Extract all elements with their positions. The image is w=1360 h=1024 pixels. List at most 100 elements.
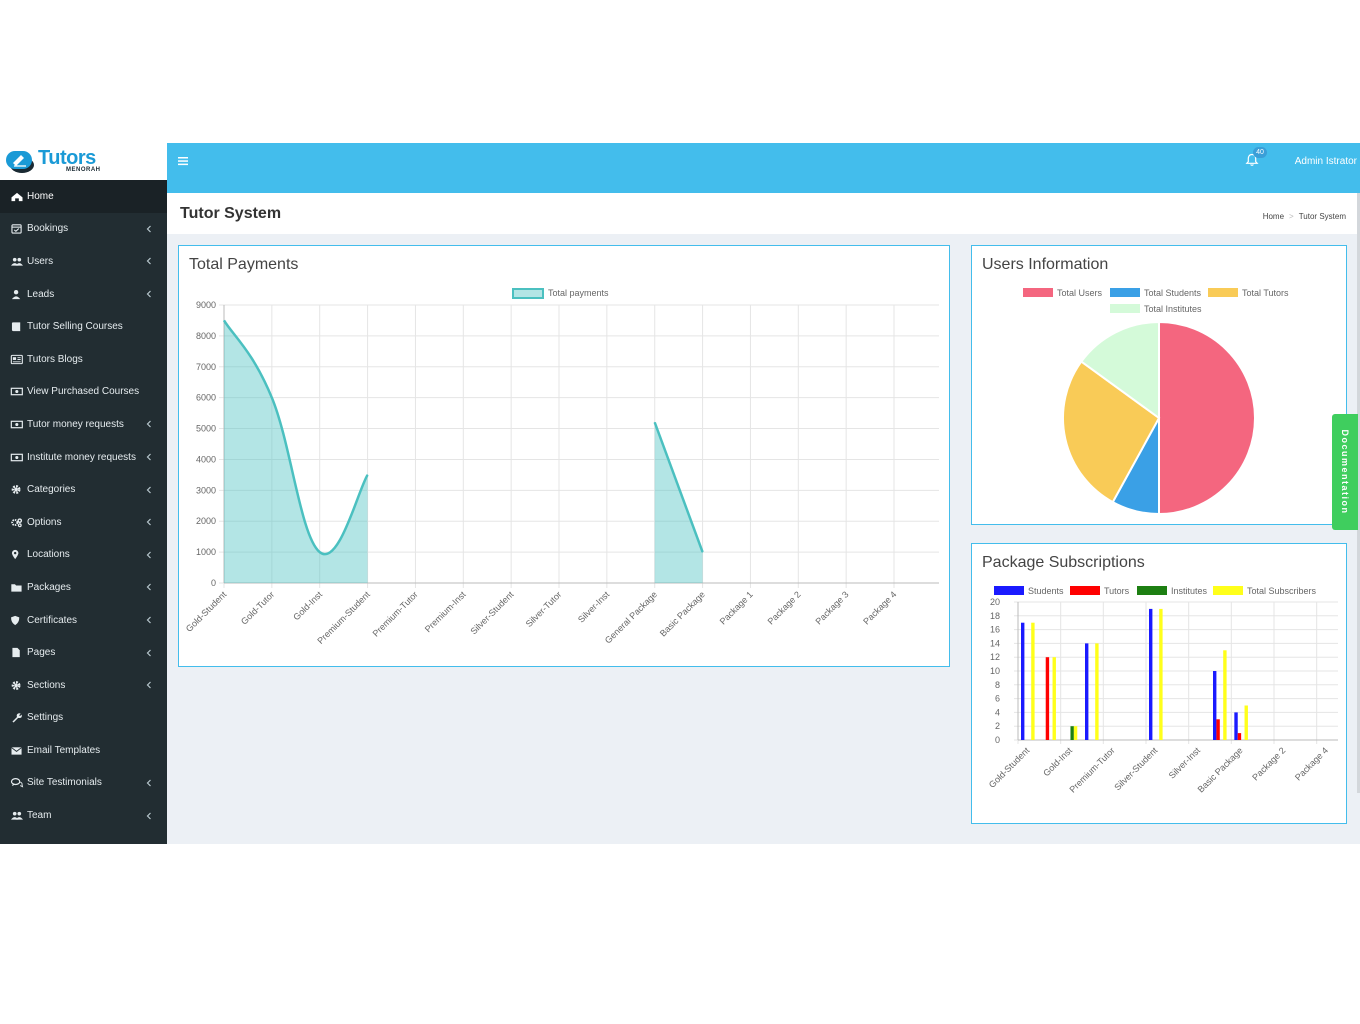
sidebar-item-certificates[interactable]: Certificates (0, 604, 167, 637)
page-scrollbar[interactable] (1357, 193, 1360, 793)
bar-total-subscribers[interactable] (1052, 657, 1056, 740)
payments-data-point[interactable] (223, 319, 225, 321)
legend-swatch[interactable] (1070, 586, 1100, 595)
bar-students[interactable] (1085, 643, 1089, 740)
pie-slice-total-users[interactable] (1158, 320, 1256, 516)
legend-label[interactable]: Total payments (548, 288, 609, 298)
sidebar-item-label: Packages (27, 581, 71, 593)
sidebar-item-team[interactable]: Team (0, 799, 167, 832)
users-icon (11, 811, 23, 820)
bar-total-subscribers[interactable] (1031, 622, 1035, 740)
x-tick-label: General Package (603, 589, 659, 645)
gear-icon (11, 680, 21, 690)
x-tick-label: Premium-Tutor (371, 589, 420, 638)
legend-label[interactable]: Total Tutors (1242, 288, 1289, 298)
bar-total-subscribers[interactable] (1159, 608, 1163, 740)
sidebar-item-categories[interactable]: Categories (0, 473, 167, 506)
bar-total-subscribers[interactable] (1244, 705, 1248, 741)
payments-area-fill (224, 320, 368, 583)
payments-data-point[interactable] (319, 551, 321, 553)
chevron-left-icon (146, 779, 151, 787)
sidebar-item-institute-money-requests[interactable]: Institute money requests (0, 441, 167, 474)
sidebar-item-label: Sections (27, 679, 66, 691)
sidebar-item-label: Site Testimonials (27, 777, 102, 789)
bar-tutors[interactable] (1045, 657, 1050, 740)
bar-students[interactable] (1149, 608, 1153, 740)
legend-swatch[interactable] (512, 288, 544, 299)
sidebar-item-locations[interactable]: Locations (0, 539, 167, 572)
payments-data-point[interactable] (271, 397, 273, 399)
logo[interactable]: Tutors MENORAH (0, 143, 167, 180)
legend-swatch[interactable] (1110, 288, 1140, 297)
legend-label[interactable]: Students (1028, 586, 1064, 596)
bar-students[interactable] (1234, 712, 1238, 740)
sidebar-item-settings[interactable]: Settings (0, 702, 167, 735)
x-tick-label: Premium-Inst (423, 589, 468, 634)
payments-data-point[interactable] (702, 551, 704, 553)
legend-swatch[interactable] (994, 586, 1024, 595)
sidebar-item-site-testimonials[interactable]: Site Testimonials (0, 767, 167, 800)
user-menu[interactable]: Admin Istrator (1294, 156, 1357, 167)
legend-label[interactable]: Tutors (1104, 586, 1130, 596)
chevron-left-icon (146, 453, 151, 461)
sidebar-item-bookings[interactable]: Bookings (0, 213, 167, 246)
legend-swatch[interactable] (1208, 288, 1238, 297)
sidebar-item-packages[interactable]: Packages (0, 571, 167, 604)
legend-label[interactable]: Institutes (1171, 586, 1208, 596)
bar-tutors[interactable] (1216, 719, 1220, 740)
y-tick-label: 2 (995, 721, 1000, 731)
payments-data-point[interactable] (367, 474, 369, 476)
sidebar-item-tutor-money-requests[interactable]: Tutor money requests (0, 408, 167, 441)
bar-total-subscribers[interactable] (1223, 650, 1227, 740)
legend-swatch[interactable] (1137, 586, 1167, 595)
legend-swatch[interactable] (1213, 586, 1243, 595)
sidebar-item-email-templates[interactable]: Email Templates (0, 734, 167, 767)
sidebar-item-view-purchased-courses[interactable]: View Purchased Courses (0, 376, 167, 409)
pie-slice-total-institutes[interactable] (1079, 320, 1160, 420)
bar-institutes[interactable] (1070, 726, 1074, 740)
chevron-left-icon (146, 486, 151, 494)
legend-label[interactable]: Total Institutes (1144, 304, 1202, 314)
chevron-left-icon (146, 812, 151, 820)
sidebar-item-pages[interactable]: Pages (0, 636, 167, 669)
legend-label[interactable]: Total Students (1144, 288, 1202, 298)
notification-count-badge: 40 (1253, 147, 1267, 158)
payments-data-point[interactable] (654, 421, 656, 423)
users-information-chart: Total Users Total Students Total Tutors Tot… (1023, 288, 1289, 516)
x-tick-label: Silver-Student (1112, 745, 1159, 792)
bar-tutors[interactable] (1237, 733, 1242, 740)
bar-total-subscribers[interactable] (1073, 726, 1078, 740)
sidebar-item-tutor-selling-courses[interactable]: Tutor Selling Courses (0, 310, 167, 343)
y-tick-label: 9000 (196, 300, 216, 310)
sidebar-item-label: Tutor money requests (27, 418, 124, 430)
breadcrumb-home[interactable]: Home (1262, 212, 1285, 221)
pie-slice-total-tutors[interactable] (1062, 360, 1161, 504)
sidebar-item-label: Institute money requests (27, 451, 136, 463)
hamburger-menu-icon[interactable] (178, 156, 190, 166)
sidebar-item-tutors-blogs[interactable]: Tutors Blogs (0, 343, 167, 376)
documentation-tab[interactable]: Documentation (1332, 414, 1358, 530)
legend-label[interactable]: Total Subscribers (1247, 586, 1317, 596)
sidebar-item-leads[interactable]: Leads (0, 278, 167, 311)
x-tick-label: Silver-Tutor (524, 589, 564, 629)
sidebar-item-sections[interactable]: Sections (0, 669, 167, 702)
y-tick-label: 10 (990, 666, 1000, 676)
sidebar-item-home[interactable]: Home (0, 180, 167, 213)
x-tick-label: Package 3 (813, 589, 850, 626)
bar-students[interactable] (1021, 622, 1025, 740)
bar-students[interactable] (1213, 671, 1217, 740)
x-tick-label: Silver-Student (469, 589, 516, 636)
legend-swatch[interactable] (1023, 288, 1053, 297)
map-marker-icon (11, 550, 19, 560)
bar-total-subscribers[interactable] (1095, 643, 1099, 740)
chevron-left-icon (146, 290, 151, 298)
money-bill-icon (10, 388, 23, 396)
legend-label[interactable]: Total Users (1057, 288, 1103, 298)
sidebar-item-options[interactable]: Options (0, 506, 167, 539)
comments-icon (10, 778, 24, 788)
chart-grid (1014, 601, 1338, 744)
sidebar-item-users[interactable]: Users (0, 245, 167, 278)
breadcrumb: Home > Tutor System (1263, 212, 1346, 221)
x-tick-label: Package 1 (718, 589, 755, 626)
legend-swatch[interactable] (1110, 304, 1140, 313)
